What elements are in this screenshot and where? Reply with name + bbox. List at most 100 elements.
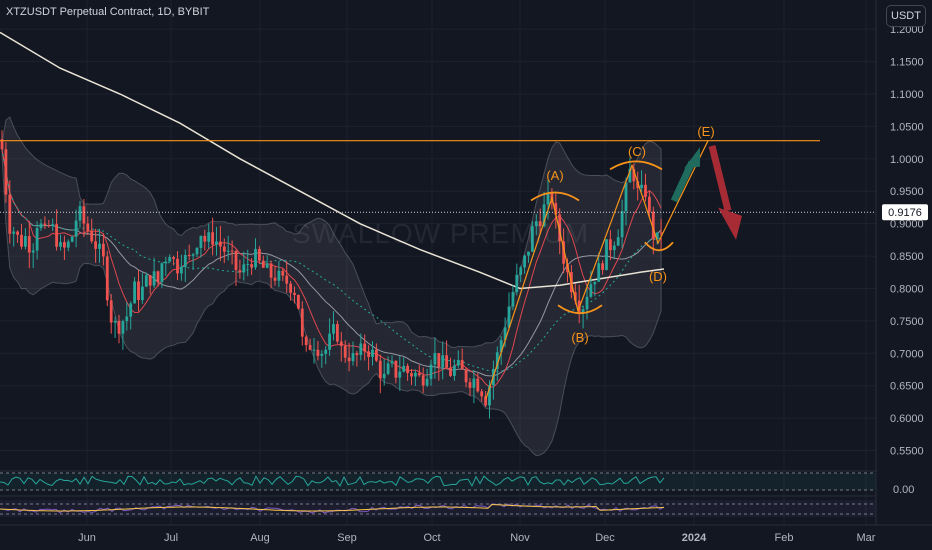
price-tick-label: 0.6500 <box>890 381 924 393</box>
up-arrow-head <box>684 147 700 169</box>
candle-body <box>655 232 659 240</box>
candle-body <box>70 236 74 242</box>
candle-body <box>507 306 511 328</box>
candle-body <box>63 242 66 248</box>
candle-body <box>125 316 129 322</box>
candle-body <box>351 353 355 362</box>
candle-body <box>207 232 211 242</box>
candle-body <box>109 300 113 323</box>
candle-body <box>105 256 109 301</box>
rsi-band <box>0 500 876 517</box>
candle-body <box>472 378 476 388</box>
candle-body <box>164 261 168 264</box>
candle-body <box>573 292 577 301</box>
price-tick-label: 1.2000 <box>890 24 924 36</box>
candle-body <box>324 349 328 354</box>
candle-body <box>659 232 663 234</box>
candle-body <box>328 333 331 350</box>
bollinger-band <box>1 116 662 457</box>
candle-body <box>304 336 308 346</box>
candle-body <box>332 324 335 334</box>
candle-body <box>137 281 140 301</box>
candle-body <box>113 320 117 323</box>
candle-body <box>246 264 250 266</box>
candle-body <box>98 243 101 249</box>
candle-body <box>90 230 94 242</box>
price-axis: 1.2000 1.1500 1.1000 1.0500 1.0000 0.9500 0.90… <box>890 24 924 457</box>
candle-body <box>269 263 273 278</box>
candle-body <box>199 235 203 248</box>
moving-averages <box>0 31 665 388</box>
candle-body <box>355 353 359 355</box>
candle-body <box>316 349 320 356</box>
time-tick-label: Mar <box>857 532 876 544</box>
candle-body <box>0 139 4 150</box>
candle-body <box>59 242 62 247</box>
ma-20-line <box>1 149 662 377</box>
candle-body <box>82 206 86 224</box>
candle-body <box>628 168 632 183</box>
candle-body <box>511 292 515 307</box>
candle-body <box>273 277 277 281</box>
candle-body <box>336 324 339 342</box>
candle-body <box>39 223 43 229</box>
wave-label: (A) <box>546 168 563 183</box>
candle-body <box>425 378 429 386</box>
candle-body <box>74 220 78 237</box>
candle-body <box>581 309 585 314</box>
price-tick-label: 0.5500 <box>890 446 924 458</box>
time-tick-label: Jun <box>78 532 96 544</box>
candle-body <box>238 270 242 273</box>
candle-body <box>180 266 183 274</box>
candle-body <box>191 254 195 256</box>
candle-body <box>293 292 296 295</box>
candle-body <box>320 353 324 356</box>
candle-body <box>640 184 643 188</box>
price-tick-label: 1.1000 <box>890 89 924 101</box>
candle-body <box>16 231 19 235</box>
annotations: 0.9176 (A) (B) (C) (D) (E) <box>0 124 928 399</box>
up-arrow-shaft <box>670 160 696 203</box>
price-tick-label: 0.9500 <box>890 186 924 198</box>
candle-body <box>390 360 394 364</box>
candle-body <box>289 283 292 293</box>
candle-body <box>480 391 484 397</box>
candle-body <box>651 211 655 240</box>
candle-body <box>632 168 636 182</box>
candle-body <box>141 286 144 301</box>
candle-body <box>144 275 148 287</box>
price-tick-label: 1.1500 <box>890 57 924 69</box>
candle-body <box>234 250 238 271</box>
candle-body <box>55 224 58 247</box>
candle-body <box>484 396 487 406</box>
candle-body <box>562 241 565 264</box>
candle-body <box>133 281 136 304</box>
currency-button[interactable]: USDT <box>886 5 926 27</box>
candle-body <box>51 224 55 226</box>
candle-body <box>281 270 285 276</box>
down-arrow-head <box>718 207 742 240</box>
wave-label: (D) <box>649 269 667 284</box>
candle-body <box>152 271 156 286</box>
wave-b-arc <box>557 304 603 315</box>
candle-body <box>347 357 351 362</box>
ma-short-line <box>1 149 662 388</box>
candle-body <box>519 267 523 275</box>
candle-body <box>527 251 530 256</box>
price-tick-label: 0.8000 <box>890 283 924 295</box>
candle-body <box>242 264 246 273</box>
candle-body <box>593 281 597 285</box>
candle-body <box>609 239 612 251</box>
rsi-ma-line <box>0 503 665 512</box>
candle-body <box>394 360 398 378</box>
candle-body <box>406 365 409 374</box>
candle-body <box>312 349 316 351</box>
candle-body <box>515 274 519 293</box>
candle-body <box>226 250 230 252</box>
candle-body <box>597 263 601 282</box>
candle-body <box>12 231 16 234</box>
candle-body <box>300 308 304 337</box>
wave-a-arc <box>530 191 580 202</box>
candle-body <box>495 352 499 369</box>
